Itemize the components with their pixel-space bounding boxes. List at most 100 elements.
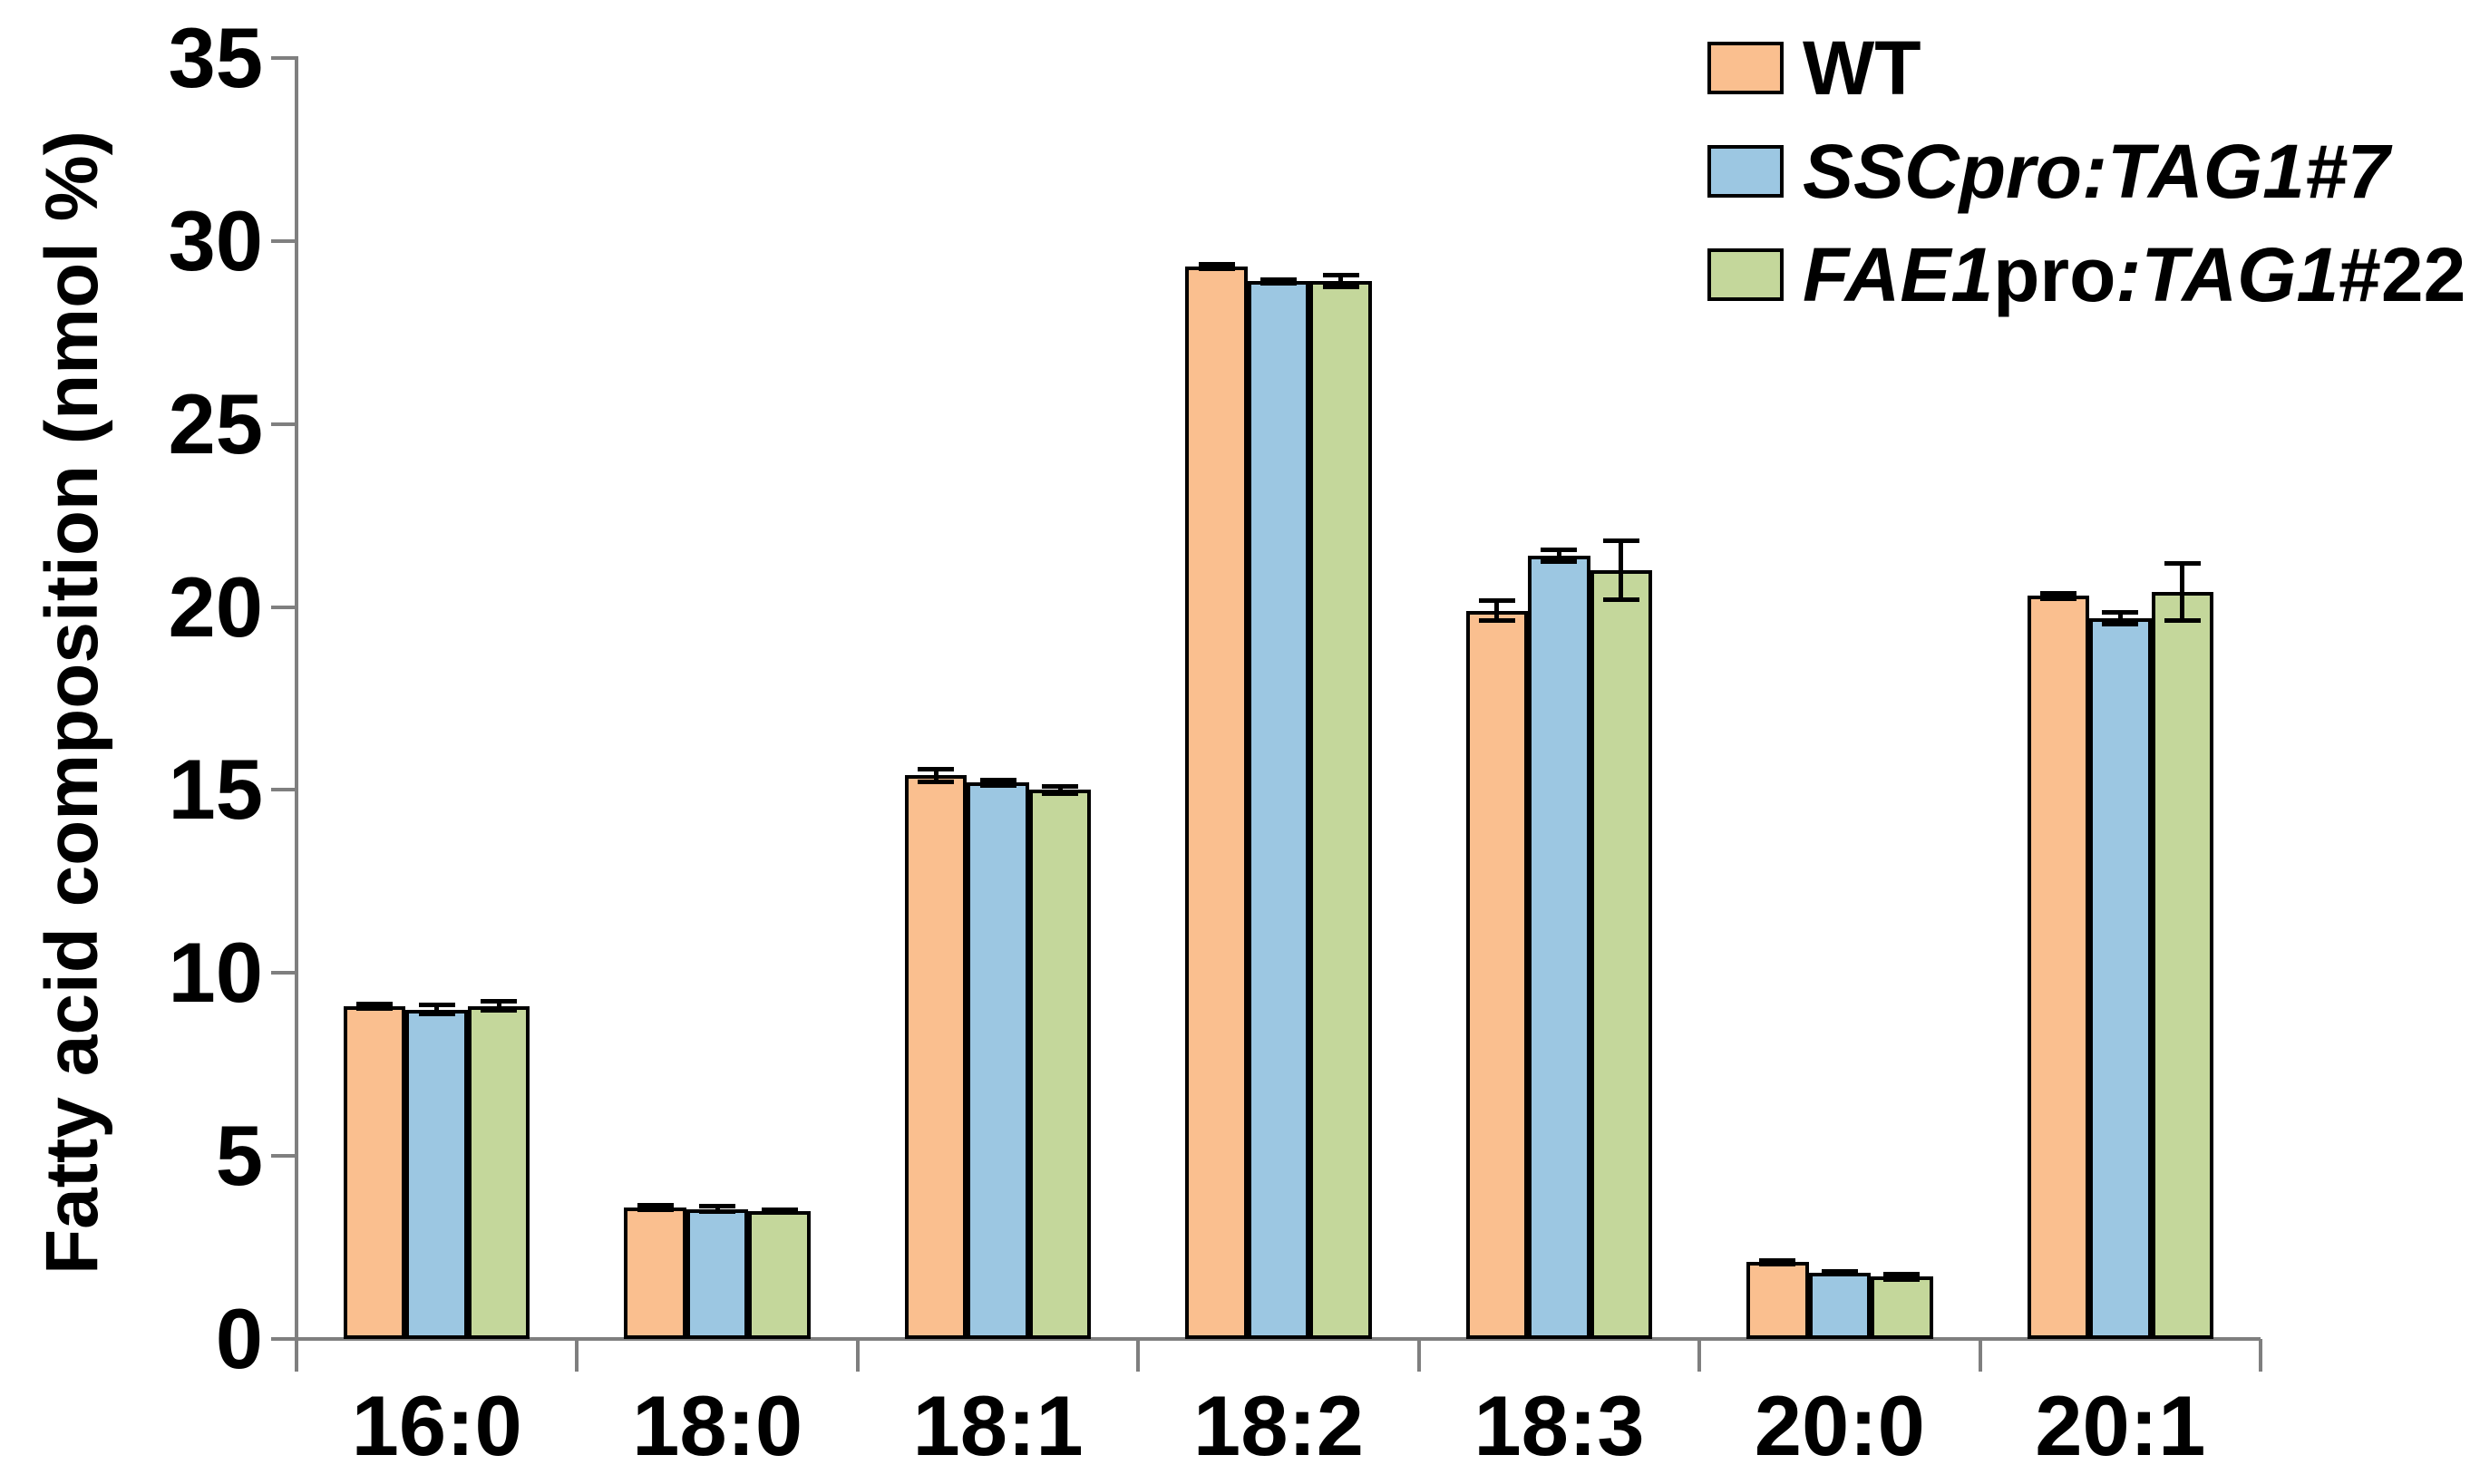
error-bar-cap-bottom bbox=[481, 1007, 518, 1013]
legend-swatch bbox=[1707, 145, 1784, 198]
x-category-label: 18:3 bbox=[1473, 1378, 1645, 1473]
y-tick-label: 25 bbox=[168, 375, 263, 471]
legend-swatch bbox=[1707, 248, 1784, 301]
y-tick-label: 10 bbox=[168, 925, 263, 1021]
x-tick bbox=[295, 1339, 298, 1372]
y-tick bbox=[271, 1154, 297, 1159]
error-bar-FAE1pro:TAG1#22-18:1 bbox=[1057, 786, 1063, 794]
error-bar-cap-top bbox=[1821, 1269, 1858, 1275]
error-bar-cap-top bbox=[918, 766, 955, 771]
error-bar-SSCpro:TAG1#7-18:3 bbox=[1556, 549, 1561, 562]
error-bar-cap-bottom bbox=[918, 780, 955, 785]
error-bar-cap-top bbox=[1042, 784, 1079, 790]
legend-label-segment: SSCpro:TAG1#7 bbox=[1803, 129, 2390, 214]
x-tick bbox=[1697, 1339, 1702, 1372]
error-bar-cap-top bbox=[979, 778, 1016, 783]
error-bar-cap-top bbox=[2164, 561, 2201, 567]
error-bar-cap-bottom bbox=[979, 782, 1016, 788]
bar-WT-18:0 bbox=[624, 1207, 686, 1339]
error-bar-cap-top bbox=[1322, 273, 1359, 278]
y-tick bbox=[271, 238, 297, 243]
y-tick bbox=[271, 788, 297, 792]
error-bar-cap-top bbox=[418, 1002, 455, 1007]
bar-WT-20:1 bbox=[2027, 596, 2090, 1339]
y-tick bbox=[271, 1337, 297, 1341]
error-bar-cap-top bbox=[699, 1203, 736, 1208]
legend-label-segment: WT bbox=[1803, 25, 1921, 111]
bar-SSCpro:TAG1#7-20:1 bbox=[2089, 617, 2152, 1339]
y-tick bbox=[271, 56, 297, 60]
error-bar-cap-top bbox=[1883, 1272, 1921, 1277]
x-axis-line bbox=[297, 1337, 2261, 1341]
error-bar-WT-20:1 bbox=[2056, 593, 2061, 599]
legend-swatch bbox=[1707, 42, 1784, 94]
error-bar-FAE1pro:TAG1#22-18:3 bbox=[1619, 540, 1624, 600]
error-bar-SSCpro:TAG1#7-18:1 bbox=[996, 780, 1001, 786]
y-tick-label: 15 bbox=[168, 742, 263, 838]
error-bar-cap-bottom bbox=[418, 1012, 455, 1017]
bar-SSCpro:TAG1#7-18:2 bbox=[1247, 281, 1310, 1339]
error-bar-SSCpro:TAG1#7-18:0 bbox=[715, 1206, 720, 1212]
error-bar-cap-top bbox=[1602, 538, 1639, 544]
y-tick-label: 20 bbox=[168, 558, 263, 655]
error-bar-WT-18:2 bbox=[1214, 264, 1219, 269]
x-tick bbox=[855, 1339, 860, 1372]
x-category-label: 18:0 bbox=[632, 1378, 803, 1473]
x-category-label: 20:1 bbox=[2035, 1378, 2206, 1473]
x-tick bbox=[1978, 1339, 1982, 1372]
y-axis-line bbox=[295, 56, 298, 1343]
error-bar-cap-top bbox=[1759, 1257, 1796, 1263]
error-bar-cap-top bbox=[481, 999, 518, 1004]
y-tick bbox=[271, 605, 297, 609]
y-tick bbox=[271, 422, 297, 426]
error-bar-SSCpro:TAG1#7-20:1 bbox=[2117, 612, 2123, 625]
x-tick bbox=[575, 1339, 579, 1372]
y-tick-label: 0 bbox=[215, 1291, 263, 1386]
error-bar-cap-bottom bbox=[2102, 621, 2139, 626]
error-bar-cap-bottom bbox=[2039, 596, 2076, 601]
error-bar-cap-bottom bbox=[1821, 1272, 1858, 1277]
legend-label-segment: :TAG1 bbox=[2115, 232, 2339, 317]
error-bar-FAE1pro:TAG1#22-16:0 bbox=[496, 1001, 501, 1011]
legend-item-SSCpro:TAG1#7: SSCpro:TAG1#7 bbox=[1707, 131, 2397, 225]
error-bar-cap-bottom bbox=[1198, 267, 1235, 272]
bar-WT-18:2 bbox=[1185, 267, 1248, 1339]
error-bar-cap-top bbox=[1198, 261, 1235, 267]
x-category-label: 20:0 bbox=[1754, 1378, 1925, 1473]
bar-WT-18:3 bbox=[1465, 610, 1529, 1339]
y-tick-label: 35 bbox=[168, 10, 263, 105]
error-bar-cap-top bbox=[2102, 609, 2139, 615]
bar-FAE1pro:TAG1#22-18:2 bbox=[1309, 281, 1372, 1339]
x-category-label: 18:1 bbox=[912, 1378, 1084, 1473]
legend-label-segment: #22 bbox=[2339, 232, 2466, 317]
error-bar-cap-top bbox=[637, 1202, 674, 1208]
x-tick bbox=[2259, 1339, 2262, 1372]
legend-item-FAE1pro:TAG1#22: FAE1pro:TAG1#22 bbox=[1707, 235, 2465, 328]
error-bar-cap-bottom bbox=[1260, 280, 1297, 286]
error-bar-cap-bottom bbox=[761, 1209, 798, 1215]
error-bar-FAE1pro:TAG1#22-20:0 bbox=[1899, 1274, 1904, 1280]
error-bar-cap-bottom bbox=[1322, 285, 1359, 290]
bar-WT-18:1 bbox=[904, 775, 968, 1339]
error-bar-cap-top bbox=[1478, 598, 1515, 604]
y-tick-label: 30 bbox=[168, 192, 263, 288]
error-bar-cap-bottom bbox=[1042, 790, 1079, 796]
error-bar-cap-bottom bbox=[1759, 1261, 1796, 1266]
legend-label: SSCpro:TAG1#7 bbox=[1803, 131, 2392, 211]
bar-WT-16:0 bbox=[343, 1005, 406, 1339]
error-bar-cap-bottom bbox=[637, 1207, 674, 1212]
error-bar-WT-18:3 bbox=[1494, 600, 1500, 621]
bar-FAE1pro:TAG1#22-18:3 bbox=[1590, 570, 1653, 1339]
error-bar-cap-bottom bbox=[2164, 618, 2201, 624]
x-category-label: 16:0 bbox=[351, 1378, 522, 1473]
error-bar-FAE1pro:TAG1#22-18:2 bbox=[1338, 275, 1343, 287]
error-bar-cap-bottom bbox=[356, 1005, 394, 1011]
legend-label: FAE1pro:TAG1#22 bbox=[1803, 232, 2465, 317]
x-tick bbox=[1416, 1339, 1421, 1372]
legend-label-segment: pro bbox=[1993, 232, 2116, 317]
x-tick bbox=[1136, 1339, 1141, 1372]
bar-WT-20:0 bbox=[1746, 1262, 1809, 1339]
bar-SSCpro:TAG1#7-16:0 bbox=[405, 1009, 468, 1339]
